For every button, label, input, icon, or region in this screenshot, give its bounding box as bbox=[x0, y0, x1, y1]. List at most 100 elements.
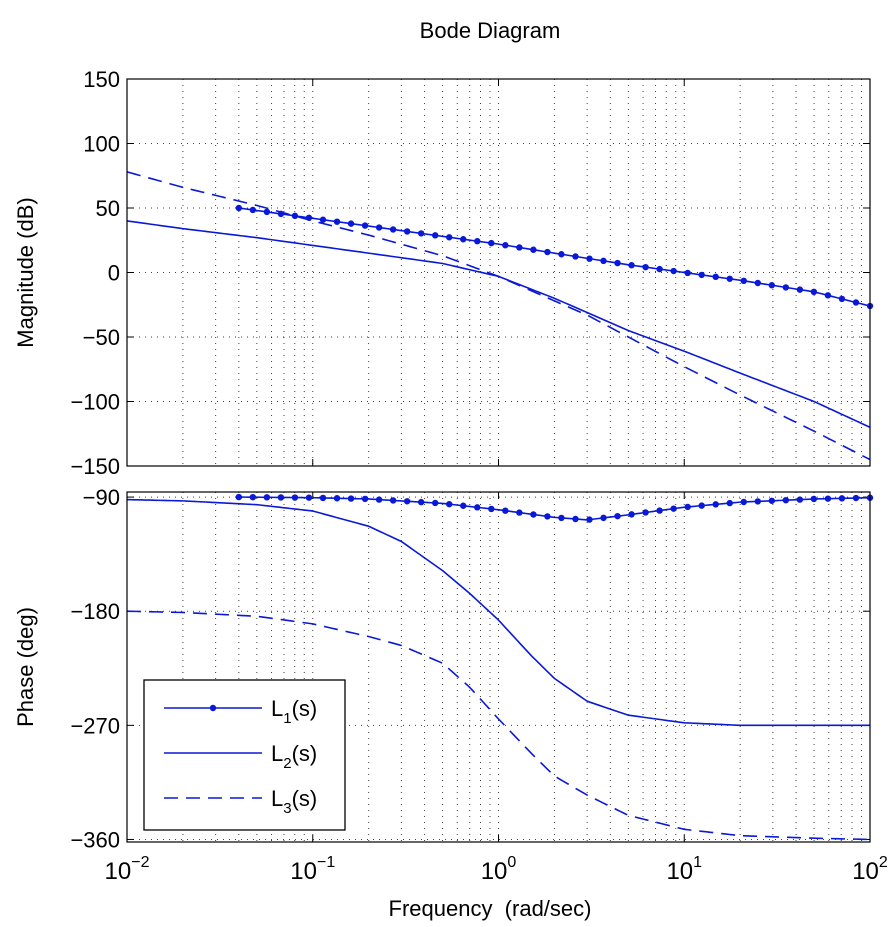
magnitude-series-1-marker bbox=[754, 279, 761, 287]
phase-series-1-marker bbox=[558, 514, 565, 522]
magnitude-series-1-marker bbox=[824, 292, 832, 299]
magnitude-series-1-marker bbox=[361, 222, 369, 229]
magnitude-series-1-marker bbox=[249, 206, 257, 214]
phase-series-1-marker bbox=[852, 494, 860, 502]
magnitude-series-1-marker bbox=[768, 282, 776, 289]
phase-series-1-marker bbox=[431, 499, 439, 507]
phase-series-1-marker bbox=[572, 515, 579, 523]
magnitude-series-1-marker bbox=[684, 269, 691, 277]
phase-series-1-marker bbox=[502, 507, 509, 514]
x-tick-label: 102 bbox=[852, 854, 888, 885]
magnitude-plot-area bbox=[127, 79, 870, 466]
phase-series-1-marker bbox=[824, 495, 832, 502]
legend-label-1: L1(s) bbox=[271, 696, 317, 727]
magnitude-ytick-label: 0 bbox=[108, 261, 120, 286]
phase-series-1-marker bbox=[740, 498, 747, 506]
phase-series-1-marker bbox=[263, 494, 271, 501]
magnitude-series-1-marker bbox=[474, 237, 481, 245]
magnitude-series-1-marker bbox=[291, 212, 299, 220]
legend-label-3: L3(s) bbox=[271, 786, 317, 817]
magnitude-series-3-line bbox=[127, 171, 870, 461]
phase-series-1-marker bbox=[389, 497, 397, 504]
phase-series-1-marker bbox=[417, 498, 425, 506]
phase-ytick-label: −180 bbox=[70, 599, 120, 624]
legend-label-sub: 3 bbox=[283, 800, 291, 817]
phase-series-1-marker bbox=[460, 502, 467, 509]
phase-series-1-marker bbox=[446, 500, 453, 508]
magnitude-series-1-marker bbox=[670, 267, 677, 275]
phase-series-3-line bbox=[127, 610, 870, 841]
phase-series-1-marker bbox=[305, 494, 313, 501]
phase-series-1-marker bbox=[838, 495, 846, 502]
magnitude-series-1-marker bbox=[403, 228, 411, 235]
magnitude-series-1-marker bbox=[838, 295, 846, 303]
phase-series-1-marker bbox=[754, 498, 761, 505]
magnitude-series-1-marker bbox=[712, 273, 719, 281]
magnitude-series-1-marker bbox=[319, 216, 327, 223]
magnitude-series-1-marker bbox=[782, 284, 790, 291]
x-axis-label: Frequency (rad/sec) bbox=[389, 896, 592, 921]
magnitude-series-1-marker bbox=[263, 208, 271, 216]
legend-box bbox=[143, 679, 346, 831]
x-tick-base: 10 bbox=[105, 858, 132, 885]
x-tick-base: 10 bbox=[290, 858, 317, 885]
magnitude-series-1-marker bbox=[516, 244, 523, 251]
legend: L1(s)L2(s)L3(s) bbox=[143, 679, 346, 831]
magnitude-series-1-marker bbox=[656, 265, 663, 273]
magnitude-series-1-marker bbox=[333, 218, 341, 225]
legend-label-main: L bbox=[271, 741, 283, 766]
magnitude-ytick-label: −150 bbox=[70, 454, 120, 479]
phase-y-axis-label: Phase (deg) bbox=[13, 607, 38, 727]
phase-series-1-marker bbox=[698, 502, 705, 509]
phase-series-1-marker bbox=[642, 509, 649, 516]
legend-swatch-marker bbox=[209, 704, 217, 712]
phase-series-1-marker bbox=[375, 496, 383, 503]
x-tick-exponent: −2 bbox=[131, 854, 149, 871]
legend-label-main: L bbox=[271, 696, 283, 721]
magnitude-series-1-marker bbox=[446, 234, 453, 241]
phase-series-1-marker bbox=[235, 493, 243, 501]
phase-series-1-marker bbox=[726, 499, 733, 507]
phase-series-1-marker bbox=[530, 511, 537, 518]
phase-ytick-label: −360 bbox=[70, 827, 120, 852]
magnitude-series-1-marker bbox=[698, 271, 705, 279]
phase-series-1-marker bbox=[810, 495, 818, 503]
magnitude-series-1-marker bbox=[488, 239, 495, 247]
magnitude-series-1-marker bbox=[572, 253, 579, 260]
magnitude-series-1-marker bbox=[460, 236, 467, 243]
magnitude-series-1-marker bbox=[389, 226, 397, 233]
phase-series-1-marker bbox=[347, 495, 355, 502]
phase-series-1-marker bbox=[796, 496, 804, 503]
phase-series-1-marker bbox=[249, 493, 257, 501]
phase-series-1-marker bbox=[628, 511, 635, 518]
phase-series-1-marker bbox=[277, 494, 285, 501]
legend-label-tail: (s) bbox=[292, 741, 318, 766]
magnitude-series-1-marker bbox=[628, 262, 635, 269]
x-tick-label: 101 bbox=[666, 854, 702, 885]
x-tick-base: 10 bbox=[481, 858, 508, 885]
phase-series-1-marker bbox=[474, 504, 481, 511]
magnitude-series-1-marker bbox=[235, 204, 243, 212]
phase-ytick-label: −270 bbox=[70, 713, 120, 738]
phase-series-1-marker bbox=[333, 495, 341, 502]
magnitude-ytick-label: −50 bbox=[83, 325, 120, 350]
x-tick-base: 10 bbox=[666, 858, 693, 885]
chart-title: Bode Diagram bbox=[420, 18, 561, 43]
legend-label-sub: 2 bbox=[283, 755, 291, 772]
phase-series-1-line bbox=[238, 496, 870, 521]
magnitude-series-1-marker bbox=[375, 224, 383, 231]
magnitude-series-1-marker bbox=[417, 230, 425, 237]
x-tick-exponent: −1 bbox=[317, 854, 335, 871]
phase-series-1-marker bbox=[600, 514, 607, 522]
phase-series-1-marker bbox=[768, 497, 776, 504]
magnitude-ytick-label: 50 bbox=[96, 196, 120, 221]
phase-series-1-marker bbox=[614, 512, 621, 520]
phase-series-1-marker bbox=[656, 507, 663, 514]
legend-label-sub: 1 bbox=[283, 710, 291, 727]
magnitude-series-1-marker bbox=[852, 299, 860, 306]
magnitude-series-1-marker bbox=[502, 242, 509, 249]
phase-series-1-marker bbox=[712, 501, 719, 508]
magnitude-panel: 150 100 50 0 −50 −100 −150 Magnitude (dB) bbox=[13, 67, 874, 479]
legend-label-2: L2(s) bbox=[271, 741, 317, 772]
